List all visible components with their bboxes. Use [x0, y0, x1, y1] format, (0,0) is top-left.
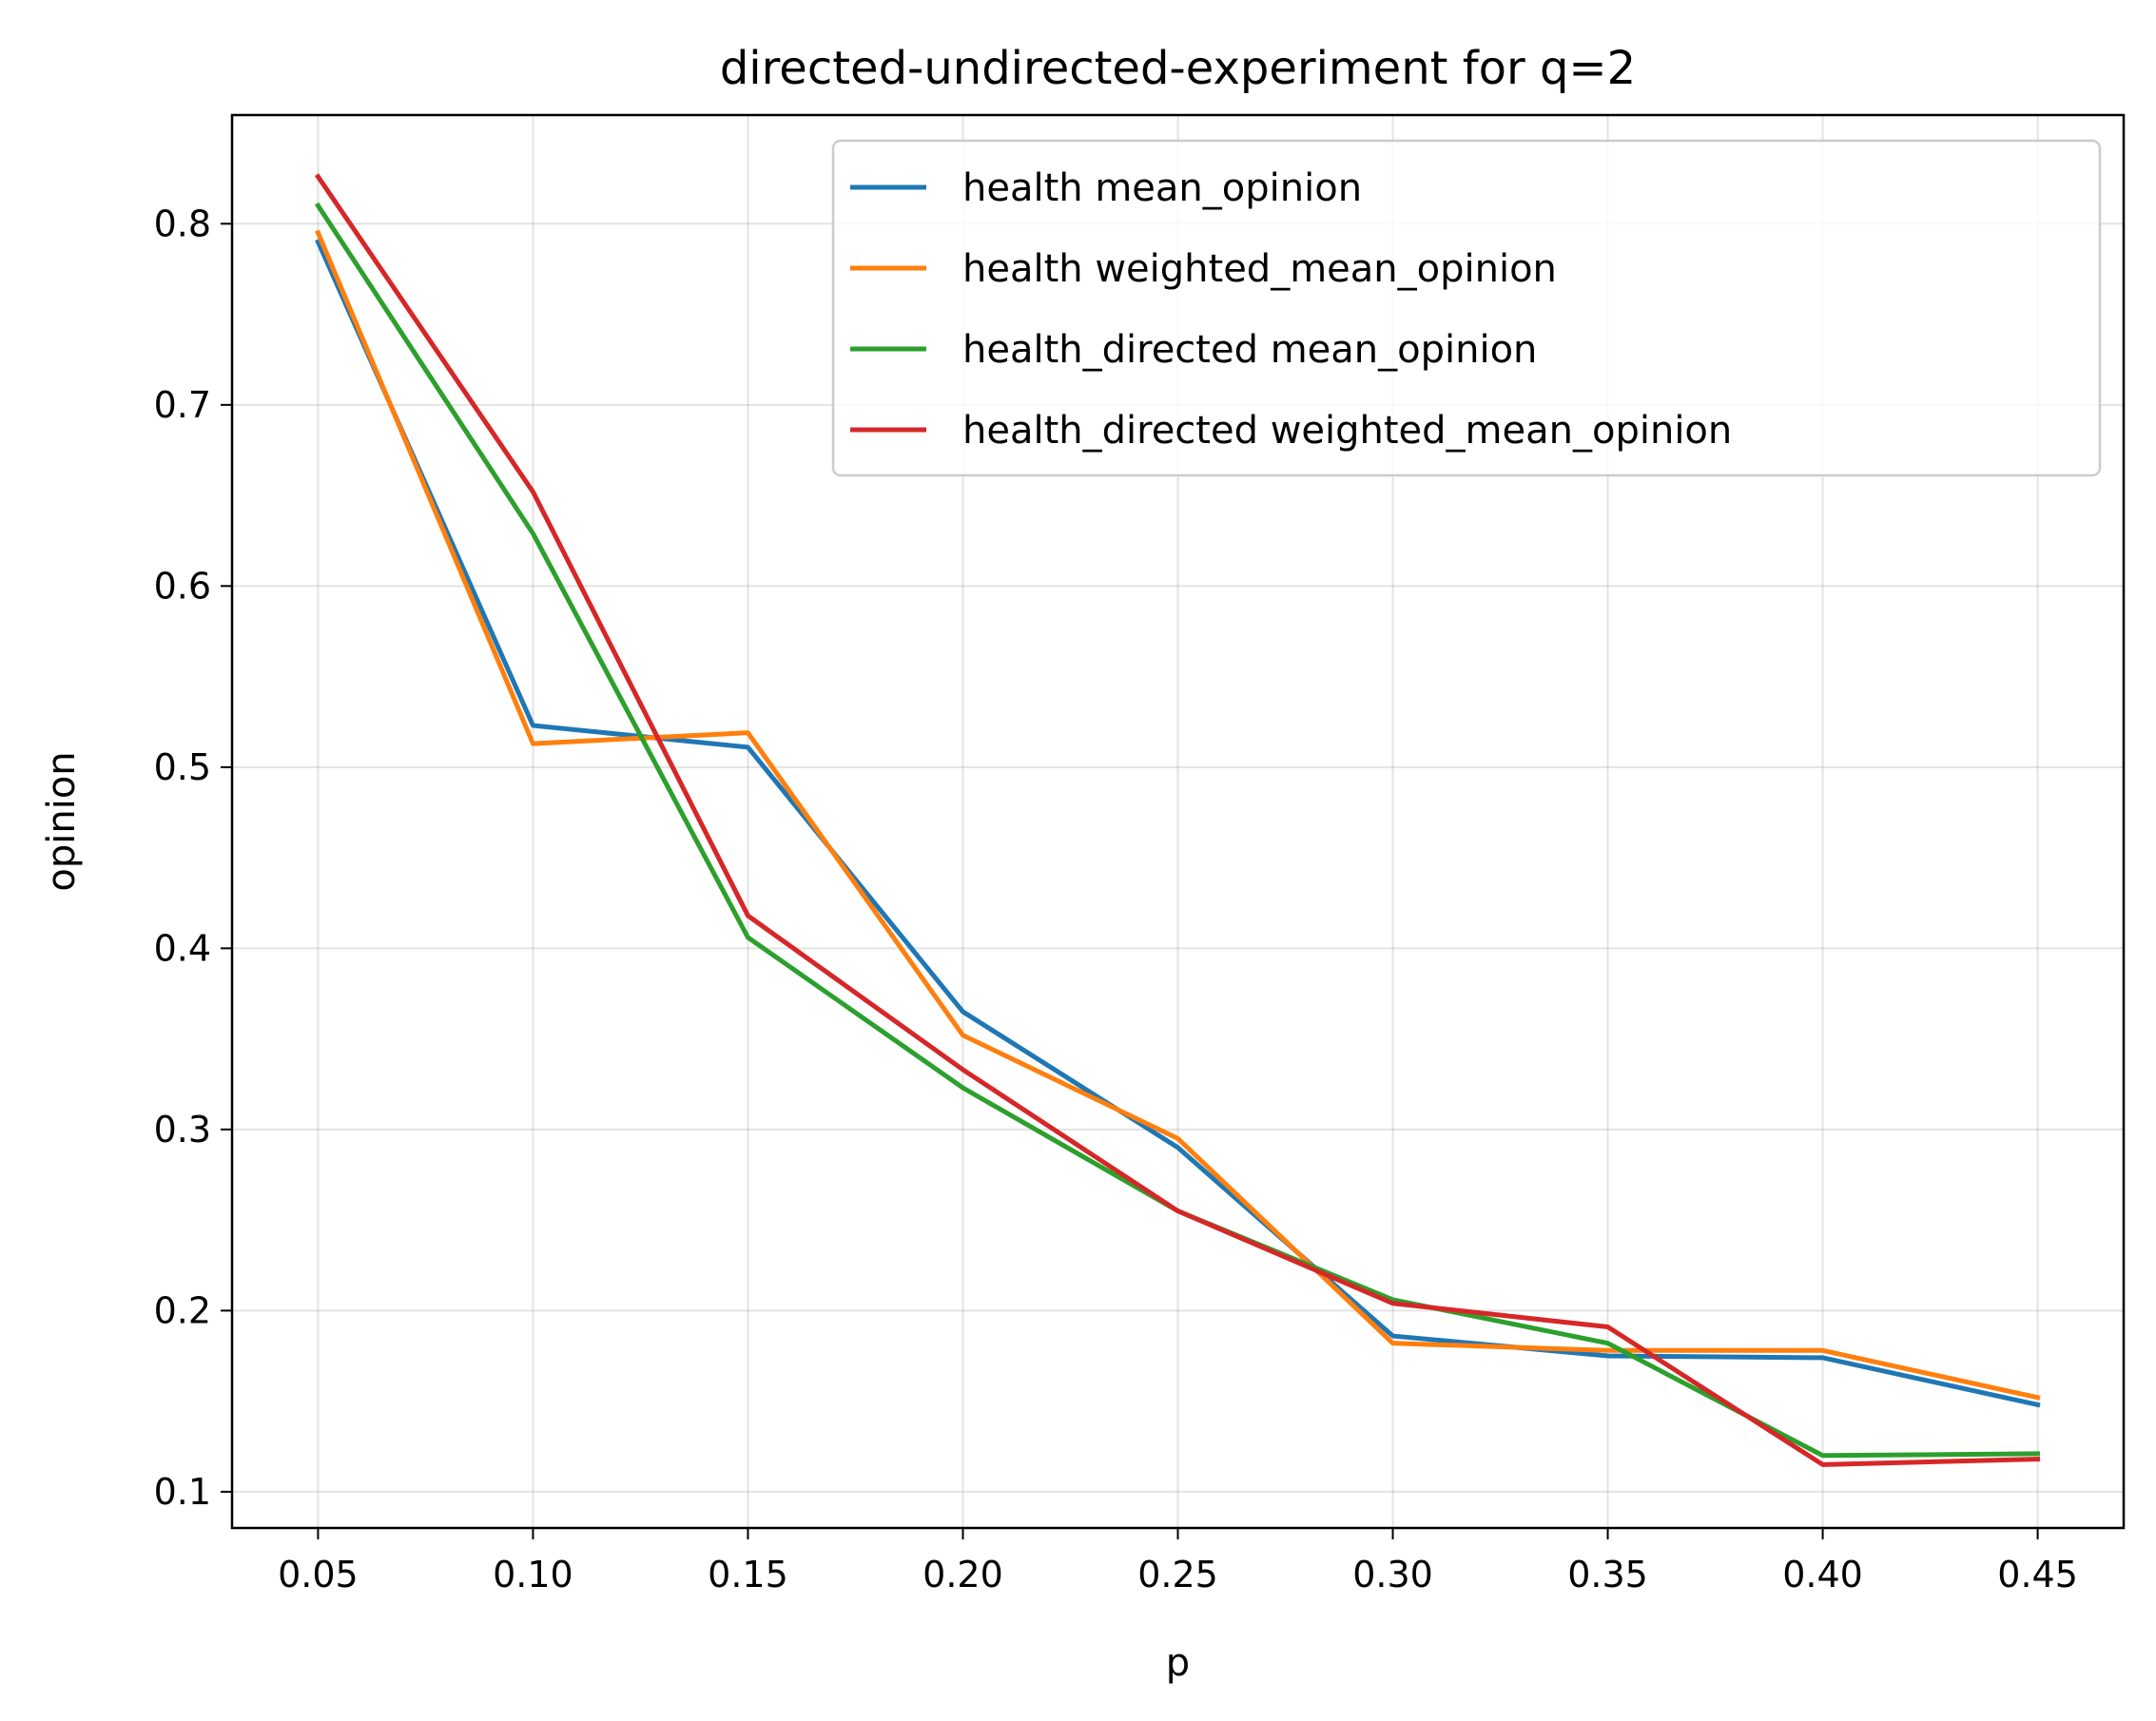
- y-tick-label: 0.6: [154, 565, 211, 607]
- x-tick-label: 0.40: [1782, 1554, 1863, 1595]
- x-axis-label: p: [1166, 1641, 1190, 1685]
- legend-box: [831, 139, 2102, 477]
- x-tick-label: 0.20: [923, 1554, 1003, 1595]
- y-axis-label: opinion: [40, 751, 84, 891]
- series-line-1: [315, 239, 2041, 1408]
- legend-label-4: health_directed weighted_mean_opinion: [962, 409, 1732, 453]
- x-tick-label: 0.35: [1567, 1554, 1648, 1595]
- legend-label-1: health mean_opinion: [962, 166, 1362, 210]
- x-tick-label: 0.45: [1997, 1554, 2078, 1595]
- x-tick-label: 0.15: [708, 1554, 788, 1595]
- y-tick-label: 0.3: [154, 1109, 211, 1151]
- y-axis-ticks: 0.1 0.2 0.3 0.4 0.5 0.6 0.7 0.8: [154, 203, 232, 1513]
- y-tick-label: 0.5: [154, 746, 211, 788]
- y-tick-label: 0.1: [154, 1471, 211, 1513]
- legend-label-3: health_directed mean_opinion: [962, 328, 1537, 372]
- series-line-4: [314, 173, 2041, 1467]
- series-lines: [314, 173, 2041, 1467]
- x-tick-label: 0.10: [493, 1554, 573, 1595]
- legend-label-2: health weighted_mean_opinion: [962, 247, 1557, 291]
- y-tick-label: 0.7: [154, 384, 211, 426]
- chart-title: directed-undirected-experiment for q=2: [720, 42, 1636, 95]
- x-tick-label: 0.30: [1352, 1554, 1433, 1595]
- x-tick-label: 0.05: [278, 1554, 359, 1595]
- y-tick-label: 0.4: [154, 927, 211, 969]
- y-tick-label: 0.8: [154, 203, 211, 244]
- x-tick-label: 0.25: [1137, 1554, 1218, 1595]
- y-tick-label: 0.2: [154, 1289, 211, 1331]
- x-axis-ticks: 0.05 0.10 0.15 0.20 0.25 0.30 0.35 0.40 0.45: [278, 1528, 2078, 1595]
- series-line-2: [315, 229, 2041, 1401]
